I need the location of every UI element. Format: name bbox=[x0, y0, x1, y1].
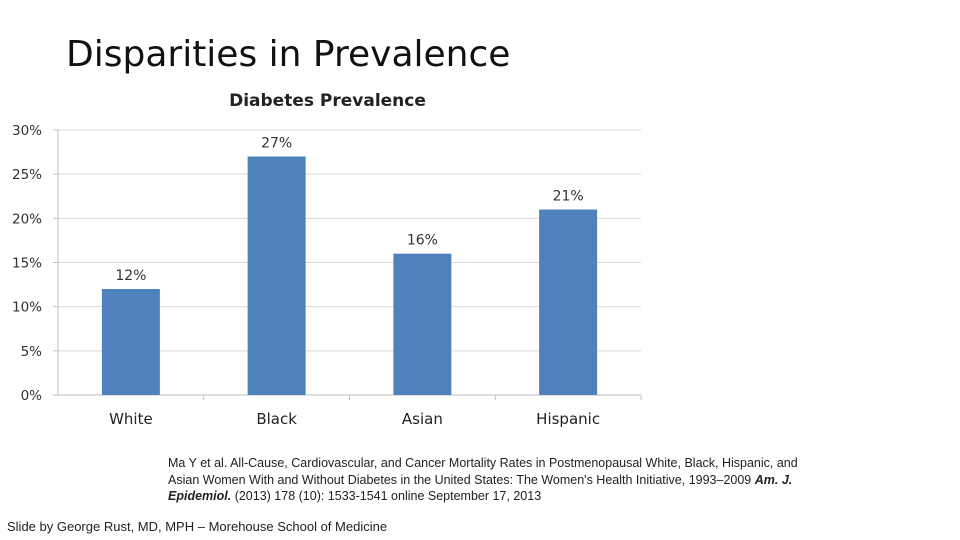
chart-title: Diabetes Prevalence bbox=[229, 91, 426, 111]
y-tick-label: 30% bbox=[12, 123, 42, 139]
x-tick-label-white: White bbox=[109, 410, 153, 428]
bar-black bbox=[247, 156, 306, 395]
bar-white bbox=[101, 289, 160, 395]
y-tick-label: 15% bbox=[12, 256, 42, 272]
bar-hispanic bbox=[539, 209, 598, 395]
citation: Ma Y et al. All-Cause, Cardiovascular, a… bbox=[168, 455, 808, 505]
data-label-black: 27% bbox=[261, 136, 292, 152]
citation-details: (2013) 178 (10): 1533-1541 online Septem… bbox=[234, 489, 542, 503]
y-tick-label: 25% bbox=[12, 167, 42, 183]
y-tick-label: 5% bbox=[21, 344, 43, 360]
data-label-hispanic: 21% bbox=[553, 189, 584, 205]
x-tick-label-black: Black bbox=[256, 410, 297, 428]
x-tick-label-asian: Asian bbox=[402, 410, 443, 428]
y-tick-label: 20% bbox=[12, 211, 42, 227]
y-tick-label: 0% bbox=[21, 388, 43, 404]
x-tick-label-hispanic: Hispanic bbox=[536, 410, 600, 428]
y-tick-label: 10% bbox=[12, 300, 42, 316]
slide-credit: Slide by George Rust, MD, MPH – Morehous… bbox=[7, 519, 388, 534]
citation-text: Ma Y et al. All-Cause, Cardiovascular, a… bbox=[168, 456, 798, 487]
diabetes-prevalence-chart: Diabetes Prevalence 0% 5% 10% 15% 20% 25% 30% 12… bbox=[12, 91, 642, 428]
bar-asian bbox=[393, 253, 452, 395]
data-label-white: 12% bbox=[115, 268, 146, 284]
citation-journal: Am. J. Epidemiol. bbox=[168, 472, 793, 504]
slide-title: Disparities in Prevalence bbox=[66, 34, 511, 75]
data-label-asian: 16% bbox=[407, 233, 438, 249]
